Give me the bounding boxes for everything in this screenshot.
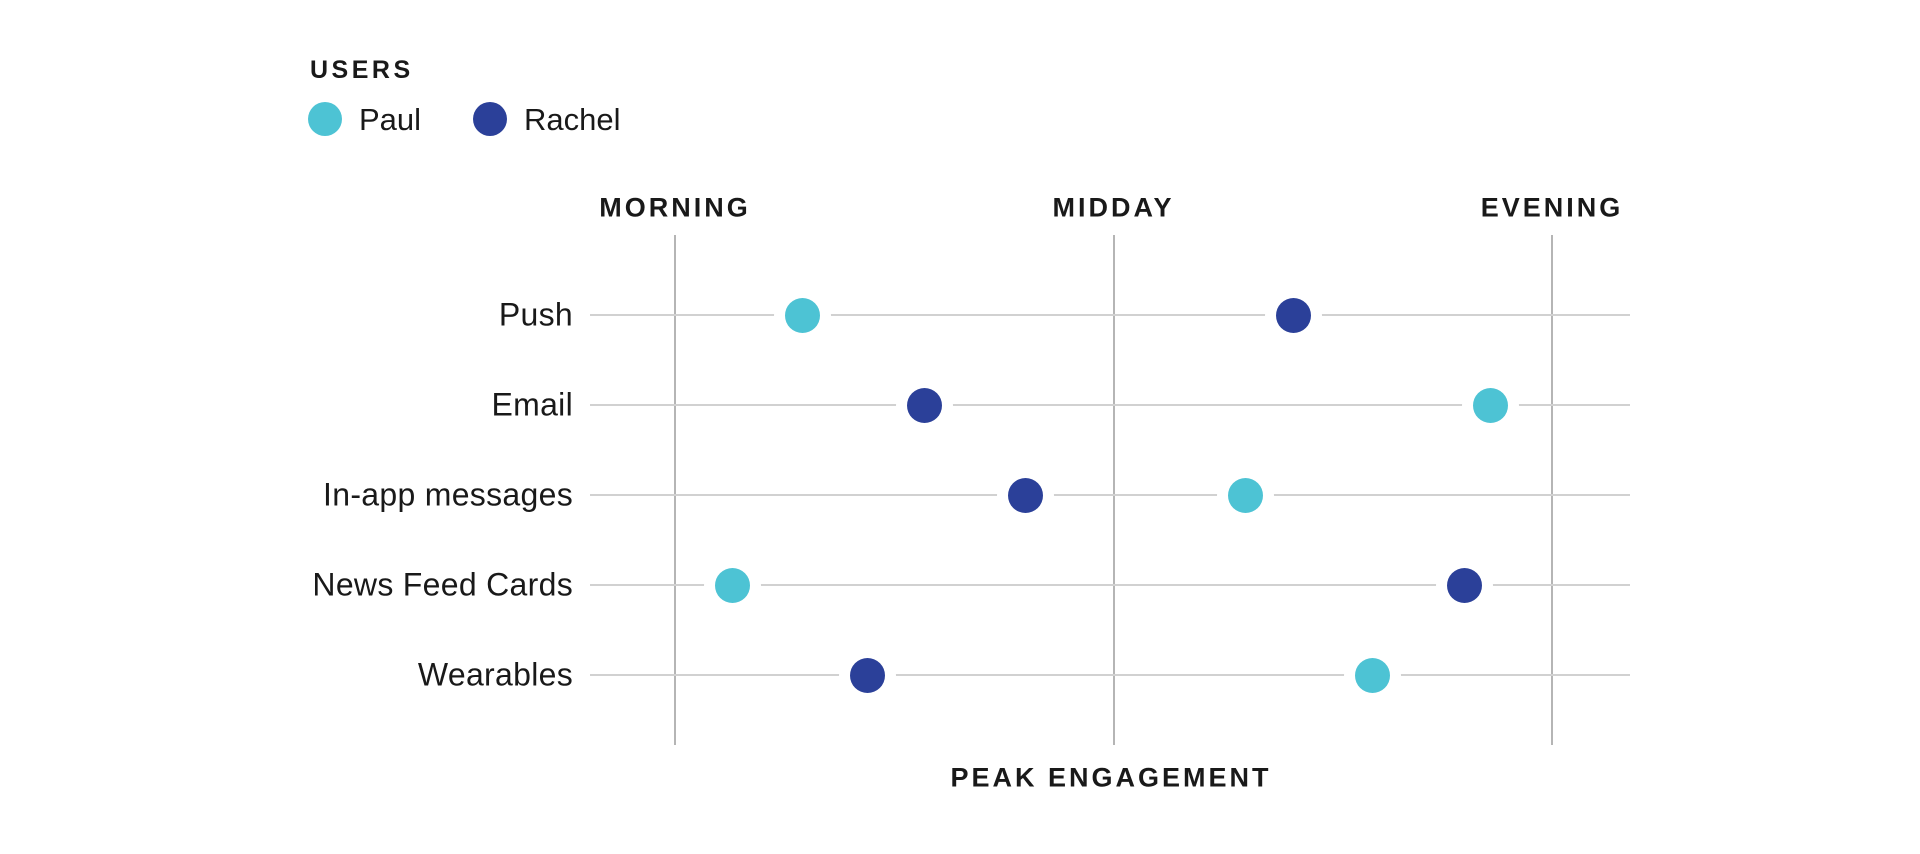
legend-swatch-paul-icon: [308, 102, 342, 136]
legend-items: Paul Rachel: [308, 102, 621, 136]
row-label-news-feed-cards: News Feed Cards: [312, 566, 573, 603]
row-label-in-app-messages: In-app messages: [323, 476, 573, 513]
dot-rachel-in-app-messages: [1008, 477, 1044, 513]
dot-rachel-wearables: [850, 657, 886, 693]
gridline-row-in-app-messages: [590, 494, 1630, 496]
legend-title: USERS: [310, 56, 414, 84]
x-axis-title: PEAK ENGAGEMENT: [950, 762, 1272, 793]
legend-item-paul: Paul: [308, 102, 421, 136]
dot-paul-news-feed-cards: [714, 567, 750, 603]
gridline-row-wearables: [590, 674, 1630, 676]
gridline-row-news-feed-cards: [590, 584, 1630, 586]
row-label-email: Email: [491, 386, 573, 423]
dot-paul-wearables: [1354, 657, 1390, 693]
dot-rachel-push: [1275, 297, 1311, 333]
x-tick-label-morning: MORNING: [599, 192, 751, 223]
legend-item-rachel: Rachel: [473, 102, 621, 136]
dot-paul-in-app-messages: [1227, 477, 1263, 513]
dot-rachel-news-feed-cards: [1446, 567, 1482, 603]
x-tick-label-midday: MIDDAY: [1052, 192, 1175, 223]
legend-label-paul: Paul: [359, 101, 422, 137]
row-label-push: Push: [498, 296, 573, 333]
chart-legend: USERS Paul Rachel: [308, 56, 621, 136]
legend-swatch-rachel-icon: [473, 102, 508, 136]
gridline-row-email: [590, 404, 1630, 406]
dot-paul-push: [784, 297, 820, 333]
dot-paul-email: [1473, 387, 1509, 423]
gridline-row-push: [590, 314, 1630, 316]
gridline-vertical-midday: [1112, 235, 1115, 745]
dot-rachel-email: [907, 387, 943, 423]
row-label-wearables: Wearables: [417, 656, 573, 693]
gridline-vertical-morning: [674, 235, 676, 745]
x-tick-label-evening: EVENING: [1480, 192, 1624, 223]
legend-label-rachel: Rachel: [524, 101, 621, 137]
gridline-vertical-evening: [1551, 235, 1553, 745]
